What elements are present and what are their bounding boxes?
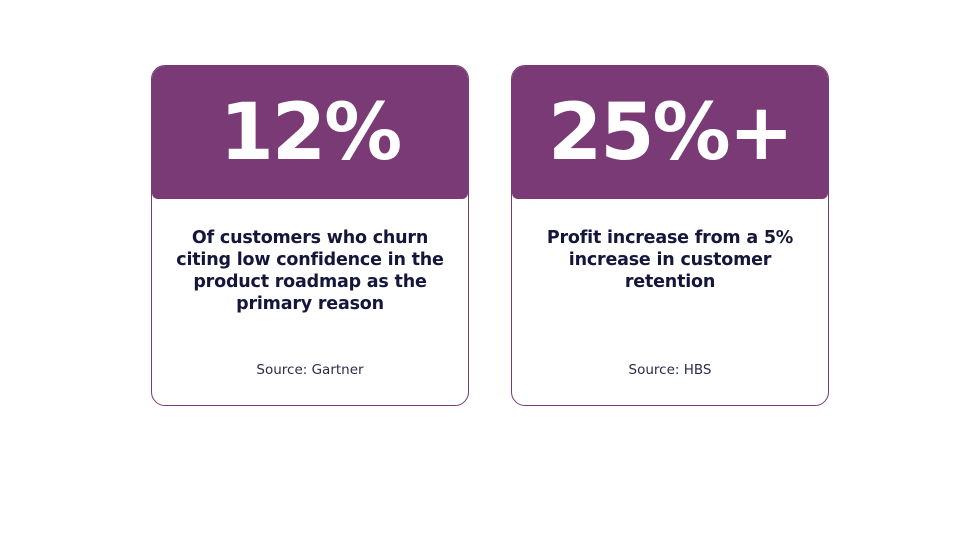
stat-value: 25%+ [547,87,794,178]
stat-card-hbs: 25%+ Profit increase from a 5% increase … [511,65,829,406]
stat-source: Source: Gartner [256,362,364,378]
stat-description: Of customers who churn citing low confid… [176,228,444,314]
stat-value: 12% [219,87,403,178]
stat-card-gartner: 12% Of customers who churn citing low co… [151,65,469,406]
stat-description: Profit increase from a 5% increase in cu… [546,228,794,292]
stat-source: Source: HBS [628,362,712,378]
stat-card-header: 12% [152,66,468,199]
stat-card-header: 25%+ [512,66,828,199]
